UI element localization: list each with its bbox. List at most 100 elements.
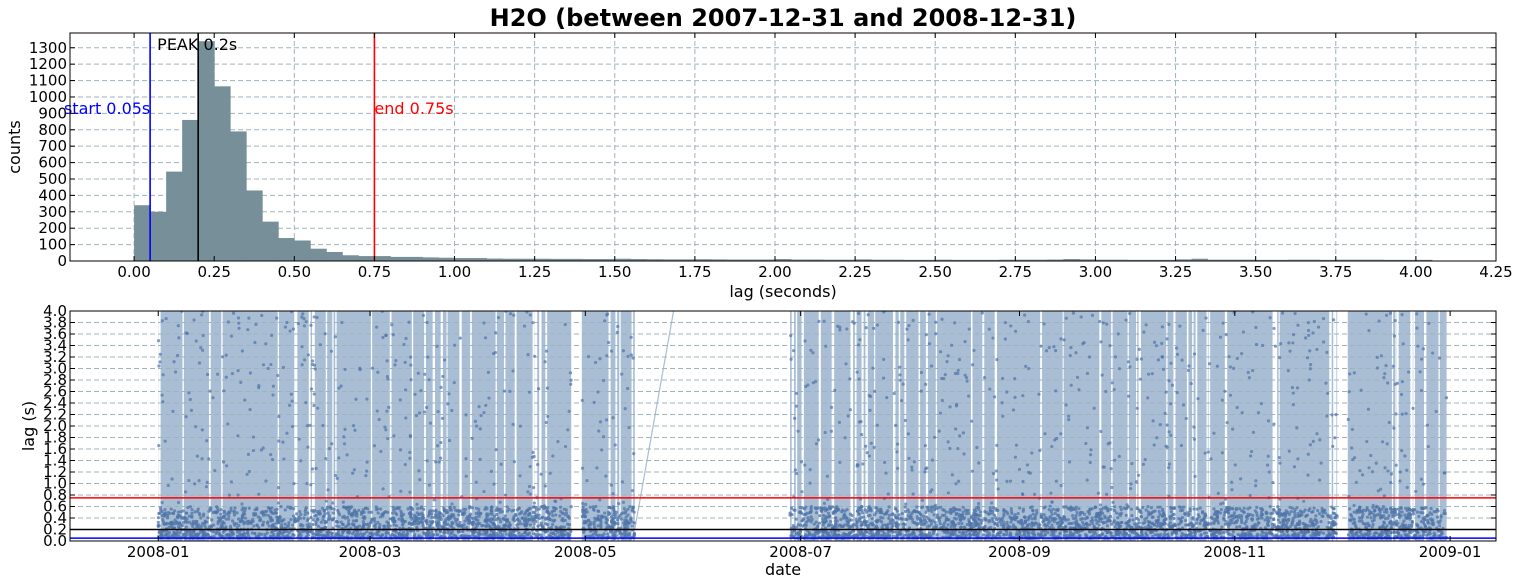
- data-point: [887, 516, 891, 521]
- data-point: [391, 511, 395, 515]
- data-point: [821, 531, 826, 535]
- data-point: [160, 393, 164, 397]
- data-point: [374, 532, 378, 536]
- histogram-bar: [919, 259, 936, 261]
- data-point: [470, 506, 474, 510]
- data-point: [435, 533, 439, 537]
- data-point: [1109, 531, 1113, 535]
- data-point: [824, 509, 828, 513]
- data-point: [992, 513, 997, 517]
- data-point: [373, 519, 377, 523]
- data-point: [479, 413, 483, 418]
- data-point: [915, 515, 919, 519]
- data-point: [288, 403, 292, 407]
- data-point: [516, 517, 520, 521]
- data-point: [364, 506, 368, 510]
- data-point: [1081, 520, 1085, 524]
- data-point: [621, 349, 625, 353]
- histogram-bar: [807, 259, 824, 261]
- data-point: [596, 390, 600, 394]
- data-point: [1240, 514, 1244, 518]
- data-point: [325, 531, 329, 536]
- data-point: [199, 524, 204, 528]
- data-point: [997, 532, 1001, 536]
- data-point: [438, 530, 443, 534]
- data-point: [904, 502, 908, 506]
- data-point: [502, 389, 507, 393]
- data-point: [1296, 323, 1300, 327]
- data-point: [870, 517, 874, 521]
- data-point: [484, 403, 488, 408]
- data-point: [855, 523, 859, 528]
- histogram-bar: [742, 259, 760, 261]
- data-point: [1178, 508, 1183, 513]
- data-point: [364, 473, 368, 478]
- data-point: [246, 531, 250, 535]
- data-point: [599, 524, 603, 528]
- data-point: [556, 530, 560, 535]
- data-point: [302, 516, 306, 520]
- data-point: [870, 523, 875, 527]
- data-point: [306, 511, 310, 515]
- data-point: [227, 517, 231, 521]
- data-point: [1191, 517, 1195, 521]
- data-point: [921, 532, 925, 536]
- data-point: [451, 521, 455, 525]
- data-point: [1090, 516, 1094, 520]
- data-gap: [1195, 311, 1198, 541]
- data-point: [1084, 532, 1088, 537]
- data-point: [1220, 525, 1224, 529]
- data-point: [452, 505, 456, 509]
- data-point: [312, 403, 316, 408]
- data-point: [404, 336, 408, 341]
- data-point: [881, 523, 885, 527]
- data-point: [1053, 511, 1057, 515]
- data-point: [497, 507, 501, 512]
- histogram-bar: [951, 259, 968, 261]
- data-point: [547, 517, 552, 522]
- data-point: [599, 518, 603, 522]
- data-point: [459, 509, 463, 513]
- data-point: [1027, 516, 1031, 520]
- data-point: [483, 336, 488, 340]
- data-point: [1054, 479, 1058, 483]
- data-point: [1290, 506, 1295, 510]
- x-tick-label: 2.25: [838, 263, 871, 281]
- histogram-bar: [903, 259, 920, 261]
- data-point: [1286, 517, 1290, 522]
- data-point: [830, 505, 835, 509]
- data-point: [1056, 508, 1060, 513]
- data-point: [879, 509, 884, 514]
- data-point: [1309, 363, 1313, 367]
- data-point: [292, 533, 296, 537]
- data-point: [326, 488, 330, 492]
- data-point: [236, 493, 240, 497]
- data-point: [1101, 506, 1105, 510]
- data-point: [270, 510, 274, 514]
- data-point: [919, 512, 923, 517]
- data-point: [1195, 518, 1199, 522]
- data-point: [1249, 532, 1253, 536]
- data-point: [615, 518, 620, 522]
- data-point: [216, 519, 220, 524]
- data-point: [1306, 473, 1310, 477]
- data-point: [629, 518, 633, 522]
- data-point: [310, 467, 315, 471]
- data-point: [348, 506, 352, 511]
- data-point: [376, 511, 380, 515]
- data-point: [280, 523, 284, 527]
- data-point: [993, 522, 997, 526]
- data-point: [1087, 512, 1092, 516]
- data-point: [170, 477, 174, 481]
- data-point: [798, 530, 803, 534]
- data-point: [1150, 510, 1154, 515]
- data-point: [399, 534, 403, 538]
- data-point: [1327, 532, 1332, 536]
- data-point: [332, 507, 336, 511]
- data-point: [476, 521, 480, 526]
- data-point: [542, 504, 547, 508]
- data-point: [333, 473, 338, 478]
- data-point: [527, 484, 532, 489]
- data-point: [306, 517, 310, 521]
- data-point: [496, 316, 501, 320]
